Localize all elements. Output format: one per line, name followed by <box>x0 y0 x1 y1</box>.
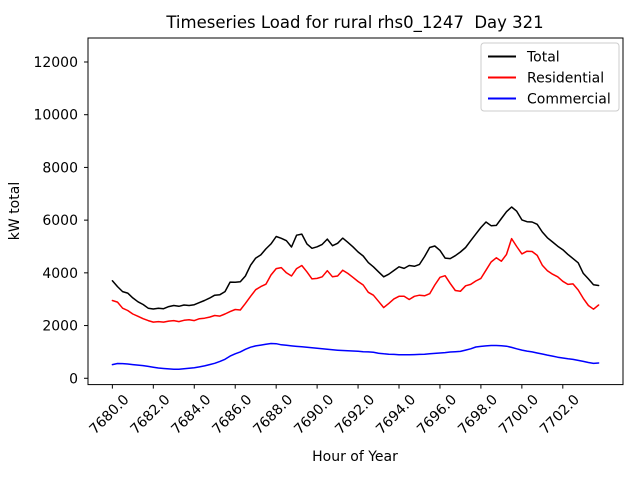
y-tick-label: 10000 <box>33 108 78 124</box>
x-tick-label: 7698.0 <box>455 392 501 438</box>
y-tick-label: 8000 <box>42 160 78 176</box>
y-tick-label: 2000 <box>42 319 78 335</box>
legend-label-total: Total <box>526 50 560 66</box>
x-tick-label: 7696.0 <box>414 392 460 438</box>
axes-frame <box>87 37 624 386</box>
series-line-total <box>111 206 600 310</box>
chart-title: Timeseries Load for rural rhs0_1247 Day … <box>165 13 543 33</box>
y-axis-label: kW total <box>7 182 23 240</box>
legend-label-commercial: Commercial <box>527 92 611 108</box>
x-tick-label: 7702.0 <box>537 392 583 438</box>
y-tick-label: 6000 <box>42 213 78 229</box>
x-tick-label: 7688.0 <box>250 392 296 438</box>
legend-label-residential: Residential <box>527 71 604 87</box>
x-tick-label: 7682.0 <box>128 392 174 438</box>
x-tick-label: 7690.0 <box>291 392 337 438</box>
legend-box <box>480 42 620 112</box>
series-line-residential <box>111 237 600 323</box>
x-tick-label: 7680.0 <box>87 392 133 438</box>
x-tick-label: 7694.0 <box>373 392 419 438</box>
x-tick-label: 7700.0 <box>496 392 542 438</box>
x-tick-label: 7686.0 <box>209 392 255 438</box>
y-tick-label: 0 <box>69 371 78 387</box>
series-line-commercial <box>111 342 600 371</box>
y-tick-label: 4000 <box>42 266 78 282</box>
x-tick-label: 7692.0 <box>332 392 378 438</box>
legend: Total Residential Commercial <box>480 42 620 112</box>
x-axis-label: Hour of Year <box>312 449 398 465</box>
x-tick-label: 7684.0 <box>168 392 214 438</box>
y-tick-label: 12000 <box>33 55 78 71</box>
